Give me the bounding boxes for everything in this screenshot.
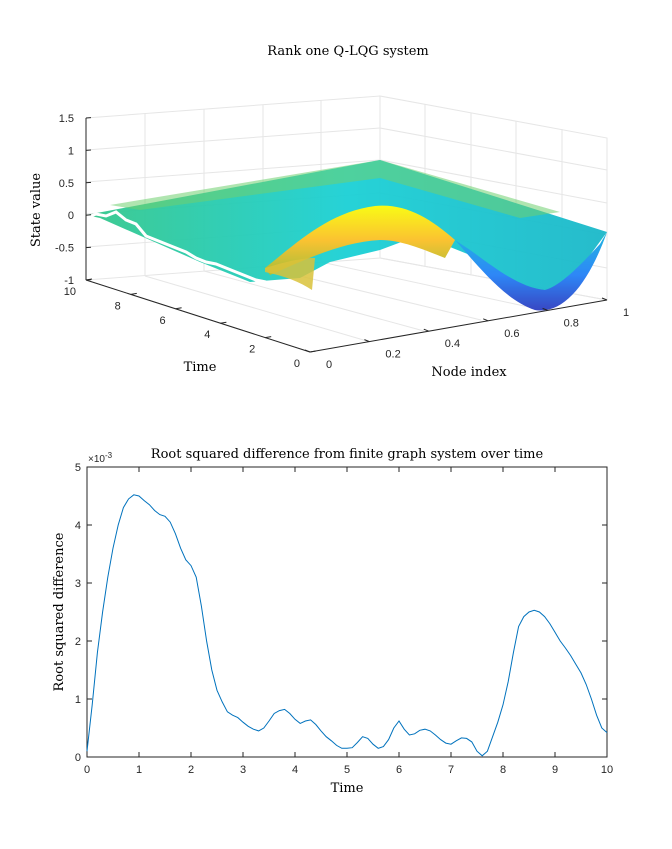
time-tick-label: 6	[159, 315, 165, 327]
node-axis-label: Node index	[431, 365, 507, 380]
line-x-axis-label: Time	[331, 781, 364, 796]
node-tick-mark	[483, 318, 489, 322]
z-tick-label: 1.5	[59, 113, 74, 125]
time-tick-mark	[220, 321, 227, 324]
time-tick-mark	[265, 336, 272, 339]
line-x-tick-label: 5	[344, 764, 350, 776]
time-tick-mark	[309, 350, 317, 353]
exponent-label: ×10-3	[88, 451, 113, 465]
time-tick-mark	[85, 278, 93, 281]
surface-trough	[455, 232, 607, 311]
surface-axes	[85, 118, 608, 353]
z-axis-label: State value	[29, 173, 44, 248]
node-tick-mark	[601, 297, 608, 301]
line-y-tick-label: 1	[75, 694, 81, 706]
line-y-tick-label: 0	[75, 752, 81, 764]
node-tick-label: 0.6	[504, 328, 519, 340]
node-tick-mark	[304, 349, 311, 353]
line-plot-box	[86, 466, 608, 758]
line-x-tick-label: 9	[552, 764, 558, 776]
surface-title: Rank one Q-LQG system	[267, 44, 429, 59]
time-tick-label: 2	[249, 344, 255, 356]
node-tick-label: 0.4	[445, 338, 460, 350]
surface-jagged-edge	[85, 210, 267, 284]
line-x-tick-label: 3	[240, 764, 246, 776]
surface-peak	[265, 205, 455, 275]
line-x-tick-label: 10	[601, 764, 613, 776]
surface-trough-base	[455, 232, 607, 311]
time-tick-label: 4	[204, 329, 210, 341]
line-x-tick-label: 4	[292, 764, 298, 776]
surface-mesh	[85, 160, 607, 311]
line-y-ticks: 0 1 2 3 4 5	[75, 462, 607, 764]
node-tick-mark	[423, 328, 429, 332]
node-tick-label: 0.8	[564, 317, 579, 329]
time-tick-label: 0	[294, 358, 300, 370]
node-tick-mark	[542, 307, 548, 311]
time-tick-mark	[130, 292, 137, 295]
time-tick-label: 8	[115, 300, 121, 312]
line-y-tick-label: 5	[75, 462, 81, 474]
surface-ridge	[265, 258, 315, 290]
line-y-tick-label: 4	[75, 520, 81, 532]
node-tick-label: 1	[623, 307, 629, 319]
series-line	[86, 494, 608, 757]
node-ticks: 0 0.2 0.4 0.6 0.8 1	[304, 297, 629, 371]
node-tick-mark	[364, 339, 370, 343]
line-y-axis-label: Root squared difference	[52, 532, 67, 691]
z-tick-label: 0.5	[59, 178, 74, 190]
surface-back-band	[110, 160, 560, 218]
line-x-tick-label: 7	[448, 764, 454, 776]
time-tick-mark	[175, 307, 182, 310]
z-tick-label: 1	[68, 145, 74, 157]
time-tick-label: 10	[64, 286, 76, 298]
line-y-tick-label: 3	[75, 578, 81, 590]
node-tick-label: 0.2	[385, 349, 400, 361]
time-ticks: 0 2 4 6 8 10	[64, 278, 317, 370]
line-x-tick-label: 8	[500, 764, 506, 776]
line-y-tick-label: 2	[75, 636, 81, 648]
line-title: Root squared difference from finite grap…	[151, 447, 544, 462]
time-axis-label: Time	[184, 360, 217, 375]
z-ticks: -1 -0.5 0 0.5 1 1.5	[55, 113, 92, 287]
node-tick-label: 0	[326, 359, 332, 371]
z-tick-label: -0.5	[55, 243, 74, 255]
line-x-tick-label: 2	[188, 764, 194, 776]
z-tick-label: -1	[64, 275, 74, 287]
line-plot: Root squared difference from finite grap…	[52, 447, 613, 796]
line-x-ticks: 0 1 2 3 4 5 6 7 8 9 10	[84, 467, 613, 776]
line-x-tick-label: 0	[84, 764, 90, 776]
line-x-tick-label: 6	[396, 764, 402, 776]
line-x-tick-label: 1	[136, 764, 142, 776]
z-tick-label: 0	[68, 210, 74, 222]
surface-plot: Rank one Q-LQG system	[29, 44, 629, 380]
